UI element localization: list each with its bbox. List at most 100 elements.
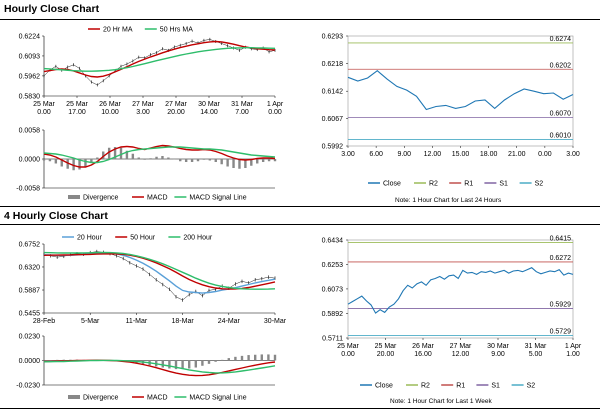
4hourly-price-series-50-hour: [43, 253, 276, 290]
hourly-price-xtick-label: 26 Mar: [99, 101, 121, 108]
4hourly-price-ytick-label: 0.5887: [19, 288, 41, 295]
4hourly-close-level-label-s1: 0.5929: [550, 301, 572, 308]
4hourly-macd-divergence-bar: [227, 358, 230, 361]
4hourly-close-xtick-label: 1.00: [566, 351, 580, 358]
hourly-macd-divergence-bar: [196, 159, 200, 162]
hourly-close-frame: [347, 35, 574, 147]
hourly-macd-divergence-bar: [184, 159, 188, 162]
hourly-price-xtick-label: 31 Mar: [231, 101, 253, 108]
4hourly-close-xtick-label: 25 Mar: [375, 343, 397, 350]
hourly-price-ytick-label: 0.6093: [19, 53, 41, 60]
4hourly-macd-legend-label: Divergence: [83, 395, 119, 402]
4hourly-close-xtick-label: 30 Mar: [487, 343, 509, 350]
4hourly-close-series-close: [347, 267, 574, 314]
4hourly-macd-ytick-label: 0.0230: [19, 334, 41, 341]
4hourly-macd-divergence-bar: [247, 355, 250, 361]
hourly-macd-legend-label: MACD Signal Line: [189, 195, 246, 202]
4hourly-close-level-label-r2: 0.6415: [550, 236, 572, 243]
4hourly-close-ytick-label: 0.5892: [322, 311, 344, 318]
section-title-hourly: Hourly Close Chart: [4, 3, 100, 15]
hourly-macd-series-macd-signal-line: [43, 146, 276, 164]
hourly-price-series-20-hr-ma: [43, 40, 276, 78]
hourly-price-xtick-label: 25 Mar: [66, 101, 88, 108]
hourly-price-xtick-label: 7.00: [235, 109, 249, 116]
hourly-close-xtick-label: 0.00: [538, 151, 552, 158]
4hourly-macd-divergence-bar: [56, 359, 59, 361]
hourly-close-ytick-label: 0.5992: [322, 144, 344, 151]
hourly-close-ytick-label: 0.6067: [322, 116, 344, 123]
hourly-close-xtick-label: 3.00: [341, 151, 355, 158]
hourly-macd-divergence-bar: [232, 159, 235, 168]
hourly-macd-divergence-bar: [173, 159, 176, 160]
hourly-price-ytick-label: 0.5962: [19, 73, 41, 80]
hourly-close-level-label-r1: 0.6202: [550, 62, 572, 69]
4hourly-close-xtick-label: 26 Mar: [412, 343, 434, 350]
4hourly-price-xtick-label: 28-Feb: [33, 318, 55, 325]
hourly-macd-divergence-bar: [72, 159, 75, 171]
hourly-price-xtick-label: 14.00: [200, 109, 218, 116]
4hourly-close-frame: [347, 239, 574, 339]
hourly-price-xtick-label: 27 Mar: [165, 101, 187, 108]
hourly-macd-divergence-bar: [149, 158, 152, 159]
hourly-macd-series-macd: [43, 144, 276, 168]
hourly-price-xtick-label: 17.00: [68, 109, 86, 116]
hourly-macd-divergence-bar: [48, 159, 52, 162]
4hourly-close-legend-label: S1: [491, 383, 500, 390]
4hourly-close-xtick-label: 25 Mar: [337, 343, 359, 350]
4hourly-macd-ytick-label: 0.0000: [19, 358, 41, 365]
hourly-close-legend-label: Close: [383, 181, 401, 188]
hourly-macd-divergence-bar: [261, 159, 265, 162]
4hourly-macd-divergence-bar: [267, 354, 270, 361]
4hourly-price-legend-label: 20 Hour: [77, 235, 103, 242]
4hourly-macd-divergence-bar: [62, 359, 65, 361]
hourly-macd-divergence-bar: [256, 159, 259, 164]
hourly-close-xtick-label: 9.00: [397, 151, 411, 158]
section-divider: [0, 408, 600, 409]
hourly-macd-divergence-bar: [78, 159, 81, 170]
4hourly-macd-series-macd: [43, 359, 276, 377]
4hourly-macd-divergence-bar: [42, 360, 46, 361]
hourly-price-xtick-label: 3.00: [136, 109, 150, 116]
4hourly-price-ytick-label: 0.5455: [19, 311, 41, 318]
hourly-close-level-label-s1: 0.6070: [550, 110, 572, 117]
hourly-close-ytick-label: 0.6218: [322, 61, 344, 68]
4hourly-close-level-label-s2: 0.5729: [550, 329, 572, 336]
4hourly-macd-divergence-bar: [201, 360, 204, 366]
hourly-price-xtick-label: 1 Apr: [267, 101, 284, 108]
4hourly-macd-divergence-bar: [49, 360, 52, 361]
hourly-price-ytick-label: 0.5830: [19, 94, 41, 101]
hourly-close-xtick-label: 18.00: [480, 151, 498, 158]
hourly-macd-divergence-bar: [244, 159, 247, 168]
4hourly-close-legend-label: Close: [375, 383, 393, 390]
4hourly-close-xtick-label: 27 Mar: [450, 343, 472, 350]
4hourly-close-xtick-label: 20.00: [377, 351, 395, 358]
4hourly-close-xtick-label: 1 Apr: [565, 343, 582, 350]
4hourly-macd-divergence-bar: [207, 360, 211, 364]
hourly-macd-divergence-bar: [90, 159, 93, 163]
hourly-macd-divergence-bar: [167, 157, 170, 159]
4hourly-macd-ytick-label: -0.0230: [16, 383, 40, 390]
hourly-macd-divergence-bar: [107, 147, 111, 159]
hourly-macd-divergence-bar: [143, 159, 146, 160]
4hourly-close-xtick-label: 12.00: [452, 351, 470, 358]
section-divider: [0, 224, 600, 225]
4hourly-price-xtick-label: 18-Mar: [172, 318, 195, 325]
hourly-macd-divergence-bar: [226, 159, 229, 167]
4hourly-close-legend-label: R1: [456, 383, 465, 390]
4hourly-macd-divergence-bar: [161, 360, 164, 368]
hourly-price-legend-label: 20 Hr MA: [103, 27, 133, 34]
4hourly-macd-divergence-bar: [214, 360, 217, 362]
hourly-macd-divergence-bar: [273, 159, 277, 162]
4hourly-price-legend-label: 200 Hour: [183, 235, 212, 242]
4hourly-macd-divergence-bar: [174, 360, 178, 370]
hourly-macd-divergence-bar: [125, 150, 129, 159]
hourly-macd-divergence-bar: [113, 147, 117, 159]
4hourly-price-legend-label: 50 Hour: [130, 235, 156, 242]
hourly-macd-ytick-label: 0.0058: [19, 128, 41, 135]
hourly-macd-divergence-bar: [214, 159, 217, 162]
hourly-macd-divergence-bar: [54, 159, 58, 164]
4hourly-price-series-200-hour: [43, 251, 276, 290]
4hourly-close-xtick-label: 5.00: [529, 351, 543, 358]
4hourly-price-ytick-label: 0.6320: [19, 264, 41, 271]
